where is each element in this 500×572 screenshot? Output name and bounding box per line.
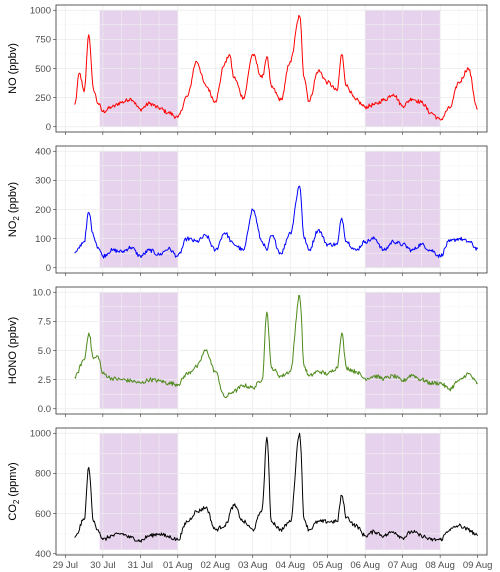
y-tick-label: 600 [35,509,51,520]
x-tick-label: 07 Aug [388,560,418,571]
y-tick-label: 300 [35,176,51,187]
x-tick-label: 08 Aug [425,560,455,571]
x-tick-label: 29 Jul [53,560,78,571]
y-tick-label: 1000 [30,6,51,17]
x-tick-label: 02 Aug [200,560,230,571]
y-tick-label: 0 [46,263,51,274]
y-axis-title: CO2 (ppmv) [7,462,21,520]
y-axis-title: HONO (ppbv) [7,317,19,384]
y-tick-label: 200 [35,205,51,216]
y-tick-label: 5.0 [38,346,51,357]
series-line [74,294,478,399]
panel-4: 400 600 800 1000 29 Jul 30 Jul 31 Jul 01 Aug 02 … [7,427,493,571]
y-tick-label: 10.0 [33,288,52,299]
panel-3: 0.0 2.5 5.0 7.5 10.0 HONO (ppbv) [7,286,488,417]
y-tick-label: 2.5 [38,375,51,386]
x-tick-label: 03 Aug [238,560,268,571]
y-tick-label: 500 [35,64,51,75]
x-tick-label: 31 Jul [128,560,153,571]
x-tick-label: 04 Aug [275,560,305,571]
x-tick-label: 09 Aug [463,560,493,571]
y-tick-label: 0.0 [38,404,51,415]
y-tick-label: 400 [35,147,51,158]
y-tick-label: 400 [35,549,51,560]
x-tick-label: 01 Aug [163,560,193,571]
shaded-period-1 [99,433,178,550]
y-tick-label: 100 [35,234,51,245]
panel-2: 0 100 200 300 400 NO2 (ppbv) [7,145,488,276]
x-tick-label: 06 Aug [350,560,380,571]
y-tick-label: 750 [35,35,51,46]
y-tick-label: 7.5 [38,317,51,328]
y-axis-title: NO (ppbv) [7,43,19,94]
series-line [74,15,478,121]
y-tick-label: 250 [35,93,51,104]
x-tick-label: 05 Aug [313,560,343,571]
series-line [74,432,479,543]
panel-border [55,427,488,556]
y-tick-label: 800 [35,469,51,480]
x-tick-label: 30 Jul [90,560,115,571]
y-axis-title: NO2 (ppbv) [7,182,21,237]
y-tick-label: 0 [46,122,51,133]
y-tick-label: 1000 [30,429,51,440]
panel-1: 0 250 500 750 1000 NO (ppbv) [7,4,488,135]
series-line [74,185,479,259]
